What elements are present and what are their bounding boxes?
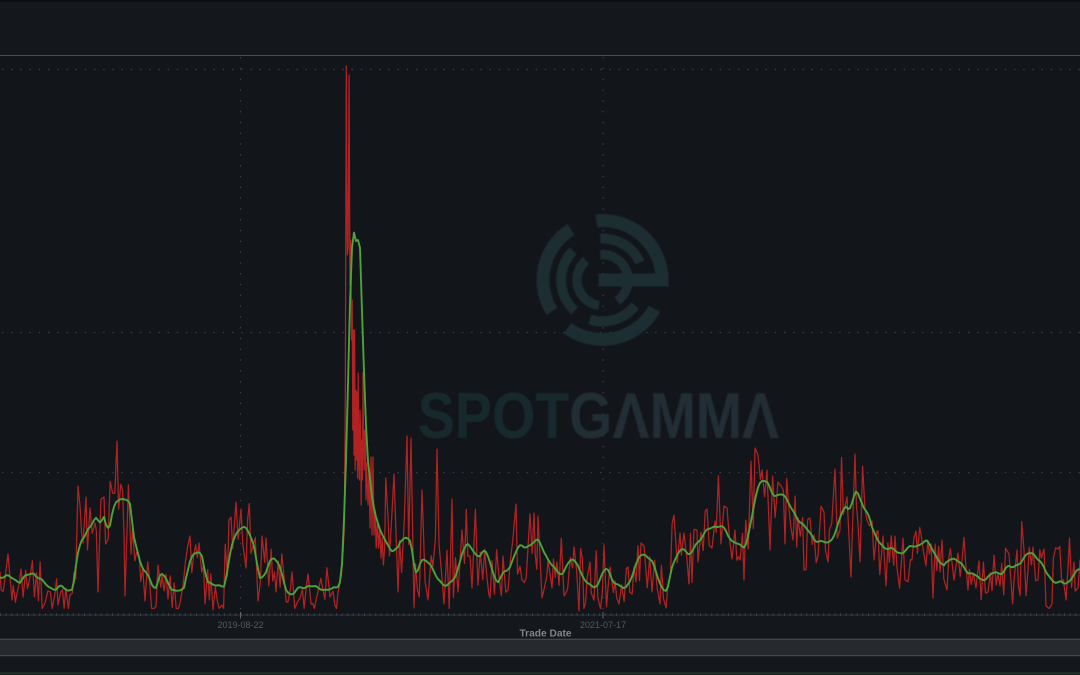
svg-text:SPOTGΛMMΛ: SPOTGΛMMΛ [418, 379, 779, 452]
svg-text:2021-07-17: 2021-07-17 [580, 620, 626, 630]
svg-text:Trade Date: Trade Date [519, 629, 571, 640]
svg-text:2019-08-22: 2019-08-22 [217, 620, 263, 630]
